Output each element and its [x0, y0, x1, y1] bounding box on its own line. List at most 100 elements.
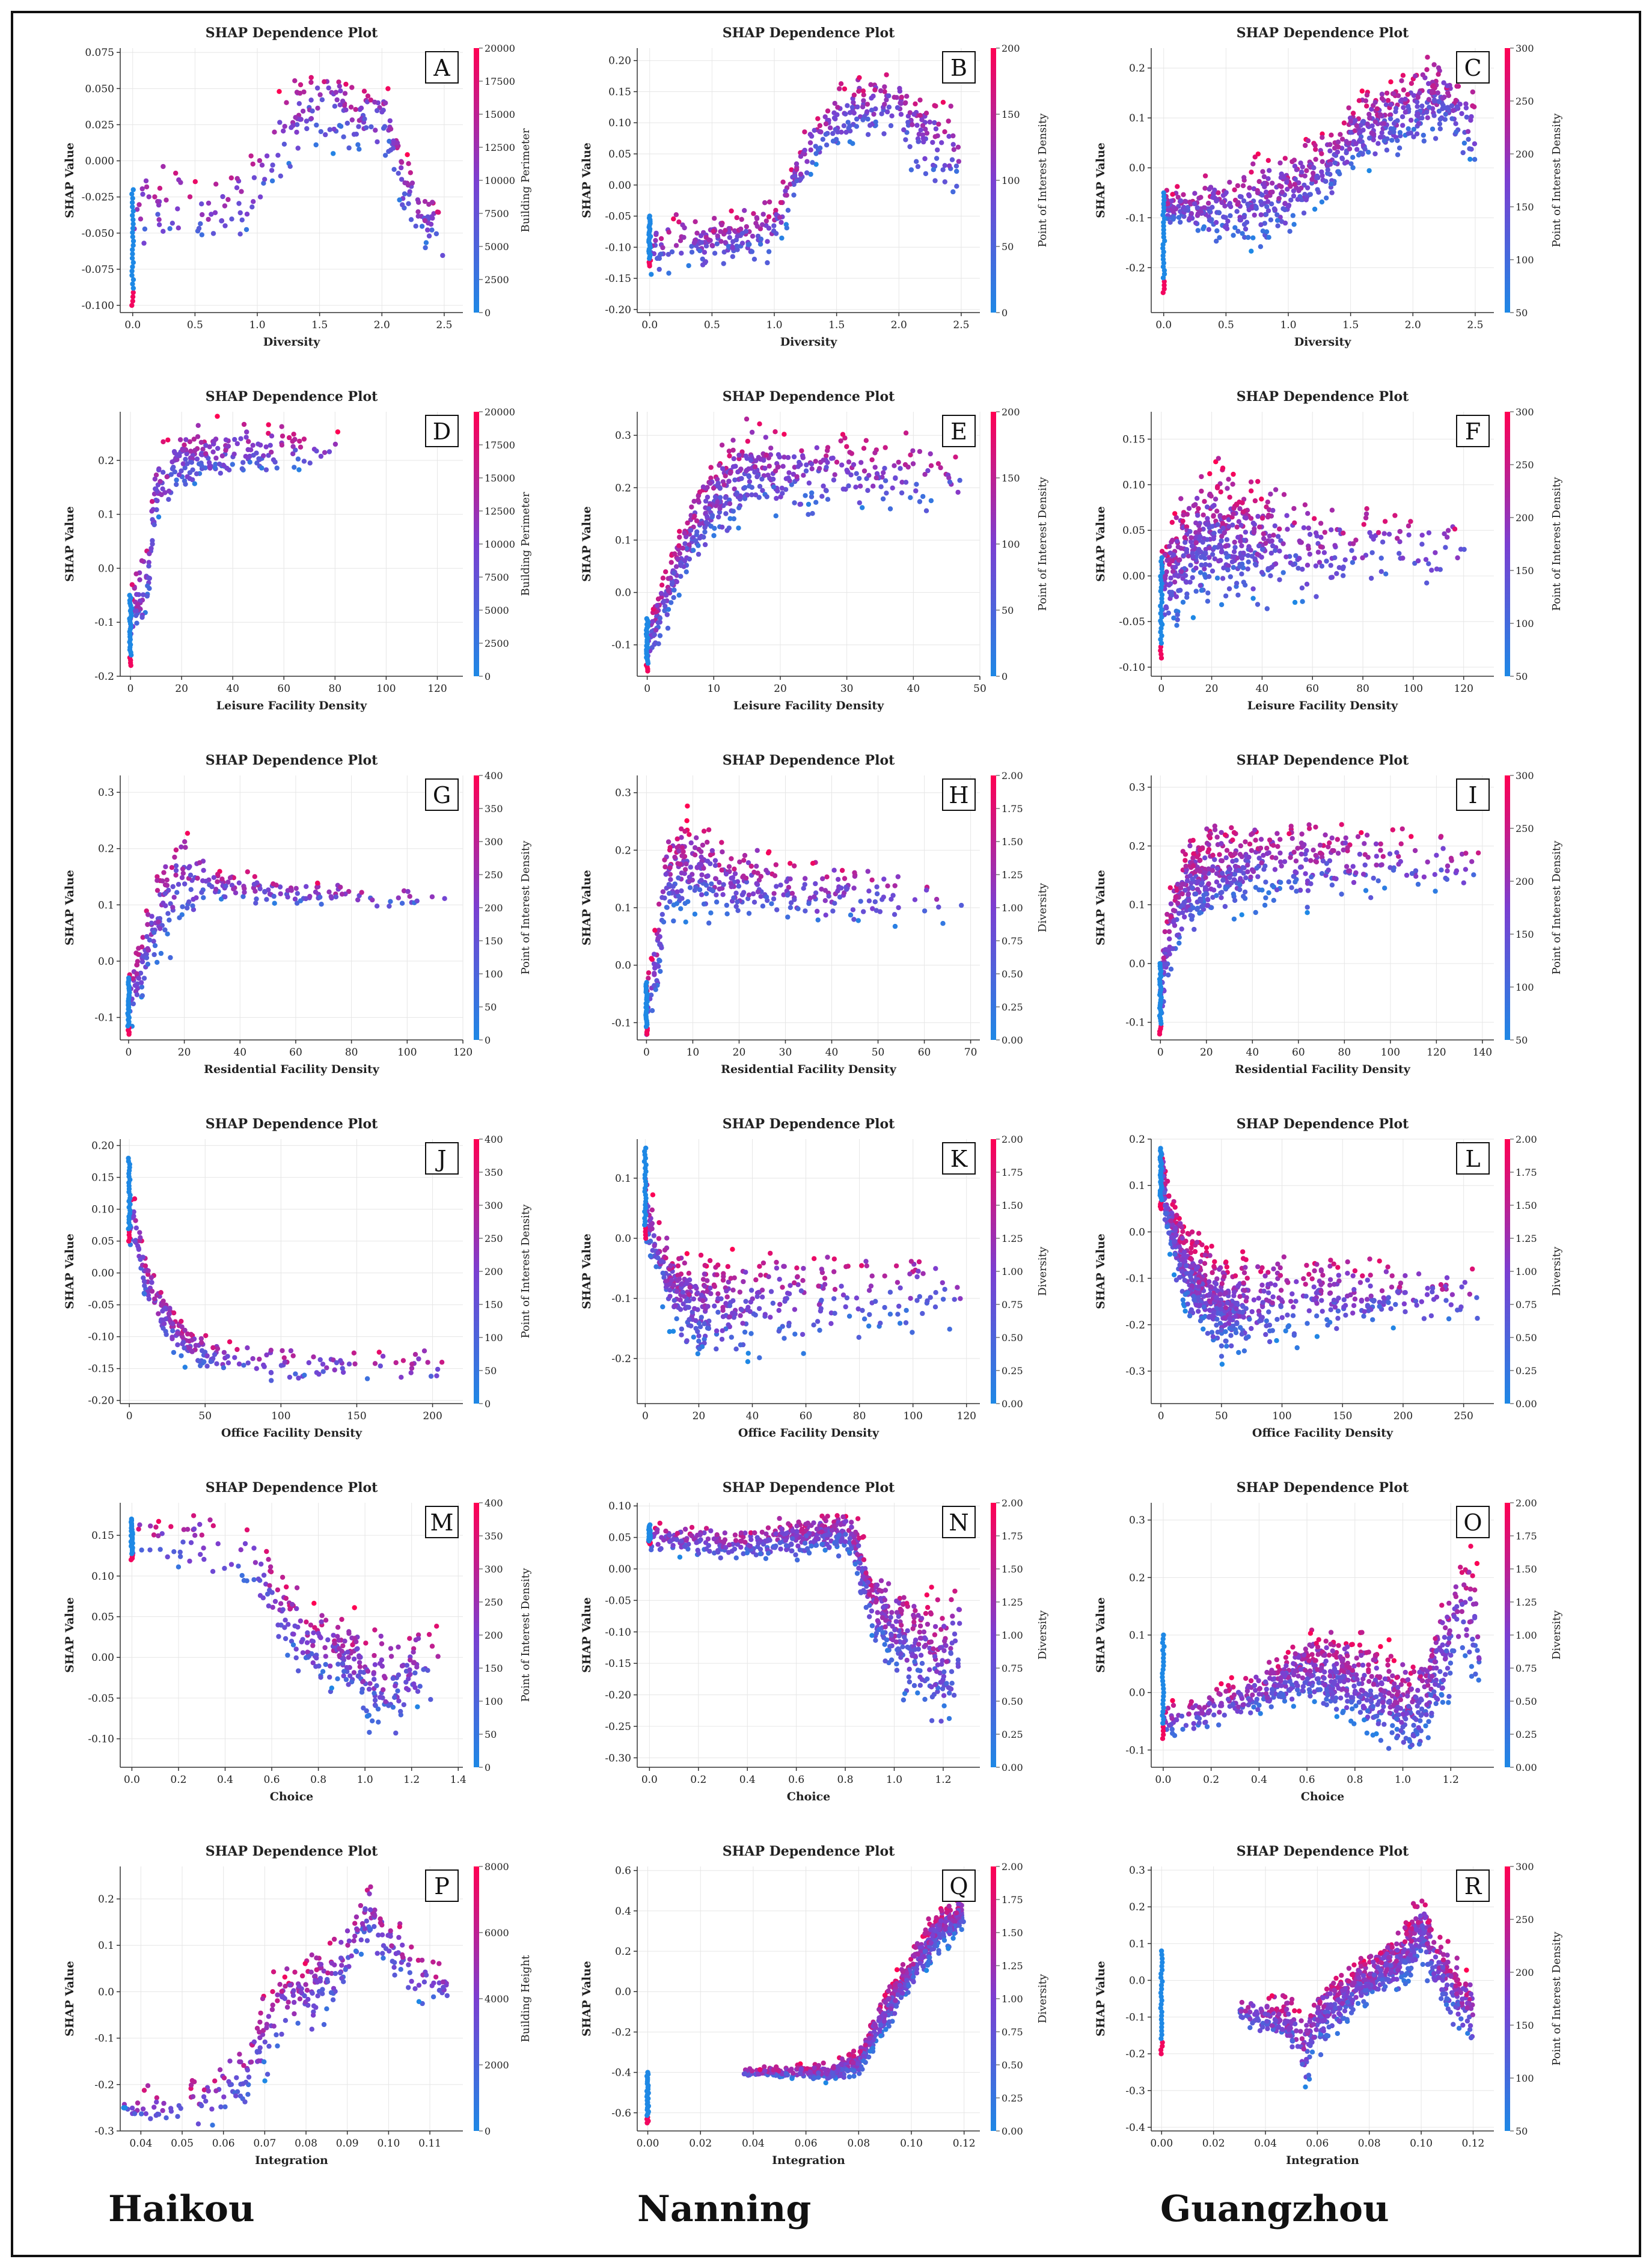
- scatter-point: [779, 235, 785, 241]
- scatter-point: [164, 1331, 169, 1337]
- scatter-point: [1207, 218, 1213, 223]
- scatter-point: [831, 115, 837, 121]
- scatter-point: [219, 453, 225, 459]
- scatter-point: [247, 459, 252, 465]
- scatter-point: [700, 484, 706, 490]
- scatter-point: [1212, 857, 1217, 863]
- scatter-point: [649, 272, 654, 277]
- scatter-point: [1171, 204, 1176, 210]
- scatter-point: [1309, 874, 1314, 880]
- scatter-point: [684, 569, 689, 575]
- colorbar-tick-label: 250: [1516, 459, 1534, 471]
- scatter-point: [1438, 834, 1444, 839]
- x-tick-label: 100: [397, 1047, 417, 1059]
- scatter-point: [237, 231, 243, 237]
- scatter-point: [706, 237, 712, 243]
- scatter-point: [297, 438, 302, 444]
- scatter-point: [1266, 234, 1271, 240]
- scatter-point: [661, 919, 667, 925]
- scatter-point: [709, 848, 715, 854]
- y-tick-label: -0.15: [88, 1363, 114, 1375]
- scatter-point: [236, 201, 242, 206]
- x-tick-label: 20: [1200, 1047, 1213, 1059]
- y-tick-label: -0.1: [1125, 1017, 1145, 1029]
- scatter-point: [180, 904, 185, 909]
- scatter-point: [726, 478, 732, 484]
- scatter-point: [757, 483, 763, 489]
- scatter-point: [192, 179, 198, 185]
- scatter-point: [1176, 940, 1182, 946]
- scatter-point: [646, 970, 652, 976]
- scatter-point: [696, 543, 701, 548]
- scatter-point: [408, 170, 413, 176]
- scatter-point: [1357, 851, 1363, 857]
- scatter-point: [1242, 889, 1248, 895]
- scatter-point: [215, 879, 220, 884]
- scatter-point: [792, 863, 797, 869]
- scatter-point: [272, 459, 278, 465]
- scatter-point: [872, 87, 878, 93]
- scatter-point: [175, 1342, 180, 1348]
- scatter-point: [133, 571, 139, 576]
- scatter-point: [744, 468, 749, 474]
- scatter-point: [250, 1356, 255, 1362]
- scatter-point: [788, 876, 793, 882]
- scatter-point: [1307, 531, 1313, 537]
- scatter-point: [239, 217, 245, 223]
- scatter-point: [1243, 515, 1249, 521]
- scatter-point: [744, 224, 749, 230]
- scatter-point: [1313, 824, 1318, 830]
- y-axis-label: SHAP Value: [1094, 506, 1107, 582]
- scatter-point: [1297, 555, 1302, 561]
- scatter-point: [933, 103, 938, 109]
- scatter-point: [137, 577, 142, 582]
- scatter-point: [1308, 881, 1314, 887]
- scatter-point: [835, 129, 840, 135]
- scatter-point: [1223, 543, 1228, 549]
- scatter-point: [1161, 190, 1166, 195]
- scatter-point: [920, 494, 926, 500]
- scatter-point: [902, 462, 908, 468]
- scatter-point: [694, 529, 700, 534]
- scatter-point: [826, 893, 831, 899]
- scatter-point: [393, 1360, 399, 1366]
- scatter-point: [272, 900, 277, 906]
- x-tick-label: 50: [198, 1410, 212, 1422]
- scatter-point: [795, 464, 801, 469]
- y-tick-label: -0.1: [94, 1012, 114, 1024]
- scatter-point: [394, 140, 400, 145]
- scatter-point: [300, 108, 306, 114]
- chart-title: SHAP Dependence Plot: [206, 389, 378, 405]
- scatter-point: [134, 620, 139, 626]
- scatter-point: [157, 186, 163, 191]
- scatter-point: [851, 100, 856, 105]
- colorbar-tick-label: 250: [1516, 96, 1534, 107]
- scatter-point: [293, 1371, 298, 1377]
- scatter-point: [338, 88, 343, 94]
- scatter-point: [242, 890, 247, 895]
- x-axis-label: Residential Facility Density: [721, 1063, 897, 1076]
- scatter-point: [206, 460, 212, 465]
- scatter-point: [1327, 162, 1333, 167]
- scatter-point: [780, 491, 785, 496]
- scatter-point: [729, 208, 734, 214]
- scatter-point: [1318, 534, 1324, 540]
- scatter-point: [1208, 494, 1214, 499]
- scatter-point: [1205, 902, 1211, 908]
- scatter-point: [1424, 67, 1430, 73]
- scatter-point: [678, 573, 684, 579]
- scatter-point: [692, 513, 697, 519]
- scatter-point: [679, 251, 684, 256]
- scatter-point: [243, 435, 249, 440]
- scatter-point: [1187, 216, 1192, 221]
- scatter-point: [780, 463, 786, 469]
- scatter-point: [1292, 182, 1297, 187]
- scatter-point: [808, 147, 813, 153]
- scatter-point: [134, 207, 140, 212]
- scatter-point: [721, 261, 726, 266]
- scatter-point: [955, 144, 961, 150]
- scatter-point: [1461, 546, 1467, 552]
- scatter-point: [1248, 874, 1253, 880]
- scatter-point: [735, 469, 741, 475]
- scatter-point: [1267, 837, 1273, 843]
